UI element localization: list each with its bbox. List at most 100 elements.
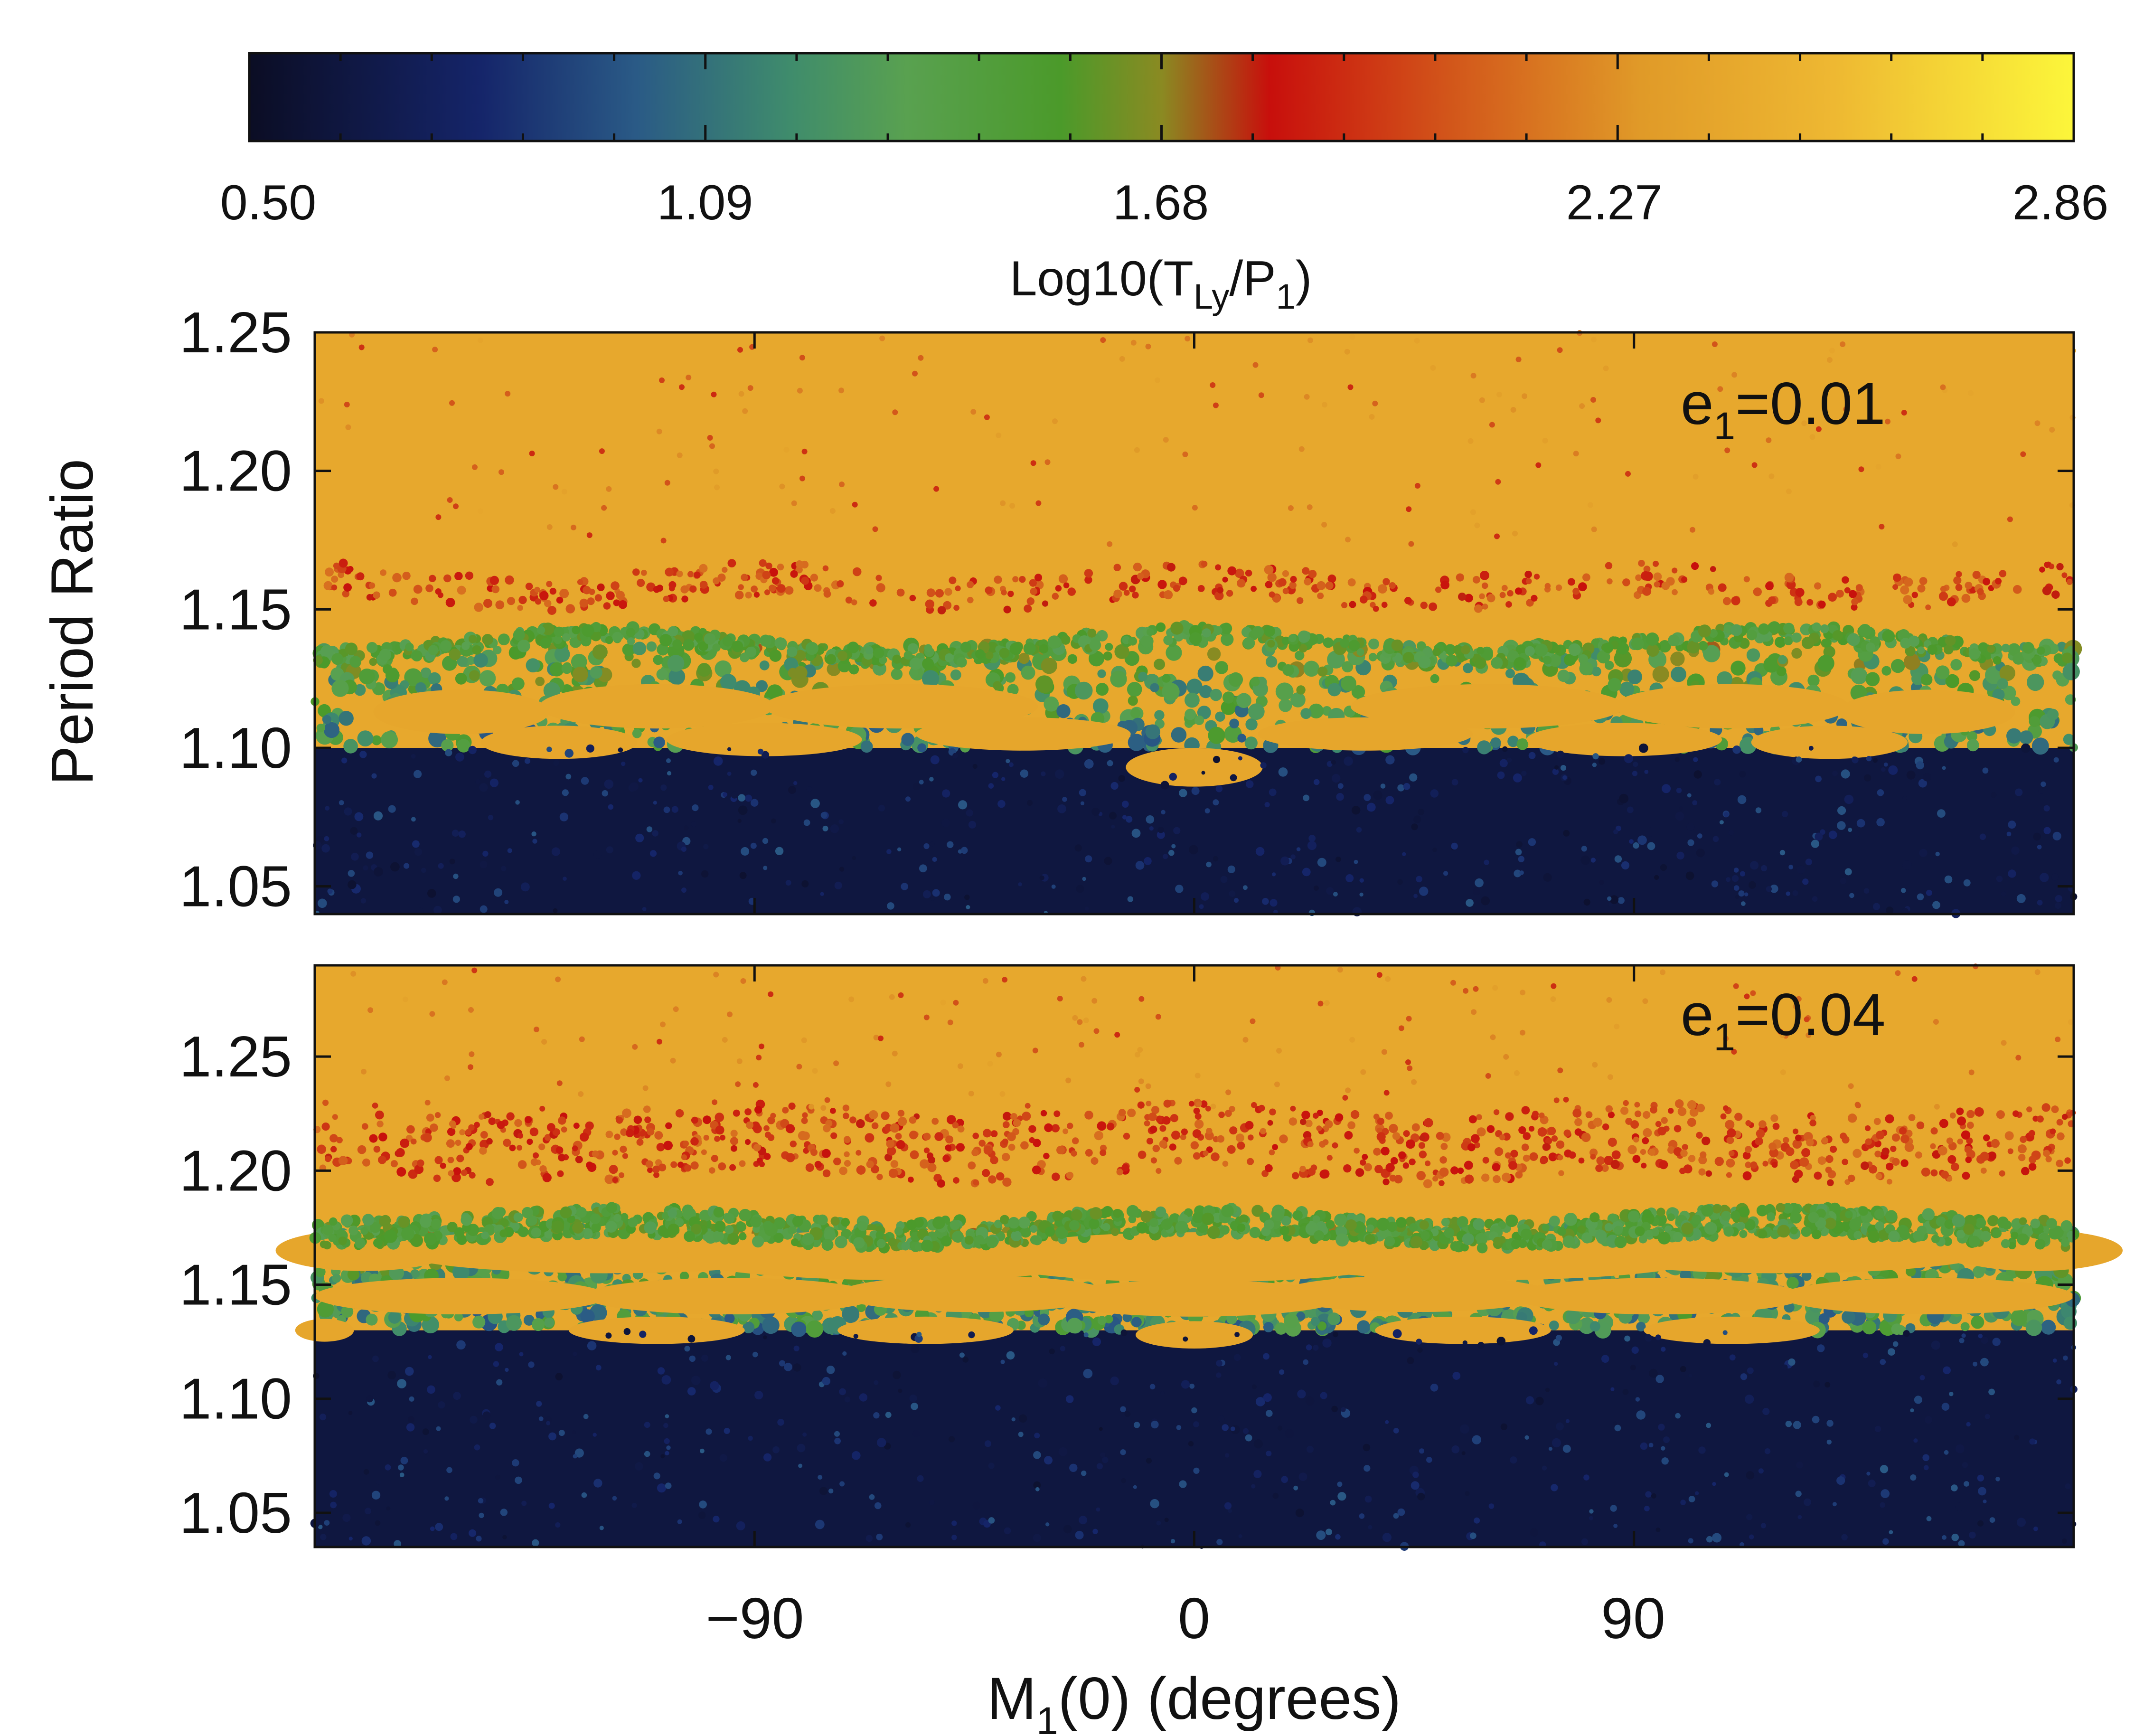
resonance-point — [356, 572, 365, 581]
speckle-point — [941, 819, 950, 828]
resonance-point — [1836, 589, 1844, 598]
speckle-point — [1385, 755, 1395, 764]
speckle-point — [411, 817, 416, 822]
speckle-point — [1733, 868, 1739, 873]
band-point — [1801, 636, 1815, 649]
speckle-point — [834, 881, 842, 889]
scatter-point — [1145, 343, 1151, 349]
speckle-point — [1411, 823, 1418, 830]
island — [1614, 684, 1849, 729]
web-point — [1327, 1312, 1341, 1325]
scatter-point — [1467, 438, 1474, 444]
band-point — [1476, 647, 1485, 655]
band-point — [1820, 624, 1829, 633]
resonance-point — [2061, 572, 2068, 578]
speckle-point — [1345, 874, 1354, 882]
speckle-point — [359, 751, 367, 758]
web-point — [1244, 736, 1258, 750]
resonance-point — [810, 574, 818, 582]
web-point — [632, 728, 642, 738]
web-point — [388, 1311, 401, 1324]
resonance-point — [795, 560, 803, 568]
resonance-point — [491, 585, 500, 594]
web-point — [1776, 666, 1787, 677]
web-point — [506, 1315, 522, 1331]
resonance-point — [1265, 581, 1273, 588]
scatter-point — [1895, 453, 1901, 460]
web-point — [1199, 685, 1213, 698]
resonance-point — [1347, 578, 1356, 586]
web-point — [762, 1316, 780, 1334]
scatter-point — [879, 335, 885, 341]
speckle-point — [653, 801, 657, 805]
speckle-point — [1451, 779, 1458, 786]
scatter-point — [714, 484, 720, 491]
speckle-point — [691, 821, 696, 827]
web-point — [371, 735, 382, 745]
speckle-point — [1629, 839, 1634, 844]
speckle-point — [1278, 767, 1288, 777]
speckle-point — [1832, 770, 1838, 776]
speckle-point — [2015, 788, 2023, 796]
scatter-point — [791, 500, 797, 506]
band-point — [787, 646, 798, 657]
web-point — [1166, 644, 1182, 661]
web-point — [759, 660, 770, 670]
scatter-point — [1711, 341, 1718, 347]
speckle-point — [1932, 901, 1940, 909]
speckle-point — [1592, 763, 1597, 767]
scatter-point — [1724, 447, 1730, 453]
speckle-point — [1260, 762, 1267, 769]
speckle-point — [458, 830, 466, 838]
web-point — [1605, 660, 1614, 670]
resonance-point — [1524, 570, 1532, 578]
band-point — [1768, 621, 1781, 634]
web-point — [2027, 673, 2044, 691]
resonance-point — [1940, 585, 1947, 593]
speckle-point — [1944, 875, 1953, 884]
speckle-point — [1679, 806, 1683, 811]
speckle-point — [507, 848, 512, 853]
scatter-point — [1369, 414, 1375, 420]
speckle-point — [1157, 830, 1165, 839]
web-point — [2001, 685, 2016, 700]
colorbar-tick-label: 1.68 — [1113, 175, 1209, 230]
scatter-point — [345, 424, 351, 430]
band-point — [1039, 644, 1049, 654]
speckle-point — [2006, 831, 2012, 837]
band-point — [405, 642, 414, 651]
speckle-point — [1750, 861, 1759, 870]
island — [1751, 726, 1908, 759]
band-point — [1945, 635, 1956, 646]
speckle-point — [1419, 887, 1429, 896]
speckle-point — [1354, 859, 1358, 864]
speckle-point — [1356, 827, 1362, 833]
resonance-point — [1507, 590, 1514, 597]
speckle-point — [1786, 891, 1790, 896]
speckle-point — [972, 764, 978, 769]
band-point — [865, 646, 874, 655]
resonance-point — [1055, 585, 1062, 592]
resonance-point — [1440, 580, 1450, 590]
scatter-point — [1512, 530, 1518, 537]
band-point — [369, 658, 377, 666]
web-point — [2062, 663, 2080, 680]
speckle-point — [546, 746, 552, 752]
web-point — [526, 658, 540, 673]
scatter-point — [1288, 505, 1294, 511]
resonance-point — [1297, 597, 1304, 604]
band-point — [1213, 626, 1222, 635]
speckle-point — [581, 777, 589, 785]
resonance-point — [1222, 576, 1228, 583]
web-point — [1862, 1320, 1877, 1335]
resonance-point — [1722, 597, 1731, 605]
speckle-point — [1712, 836, 1719, 842]
scatter-point — [801, 448, 808, 454]
resonance-point — [565, 604, 575, 613]
web-point — [1671, 666, 1686, 682]
band-point — [694, 632, 703, 642]
band-point — [461, 642, 470, 651]
web-point — [1579, 661, 1593, 676]
band-point — [2008, 643, 2021, 656]
resonance-point — [369, 582, 376, 589]
